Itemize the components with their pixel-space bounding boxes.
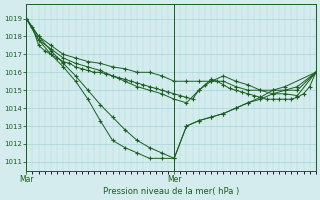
X-axis label: Pression niveau de la mer( hPa ): Pression niveau de la mer( hPa ) — [103, 187, 239, 196]
